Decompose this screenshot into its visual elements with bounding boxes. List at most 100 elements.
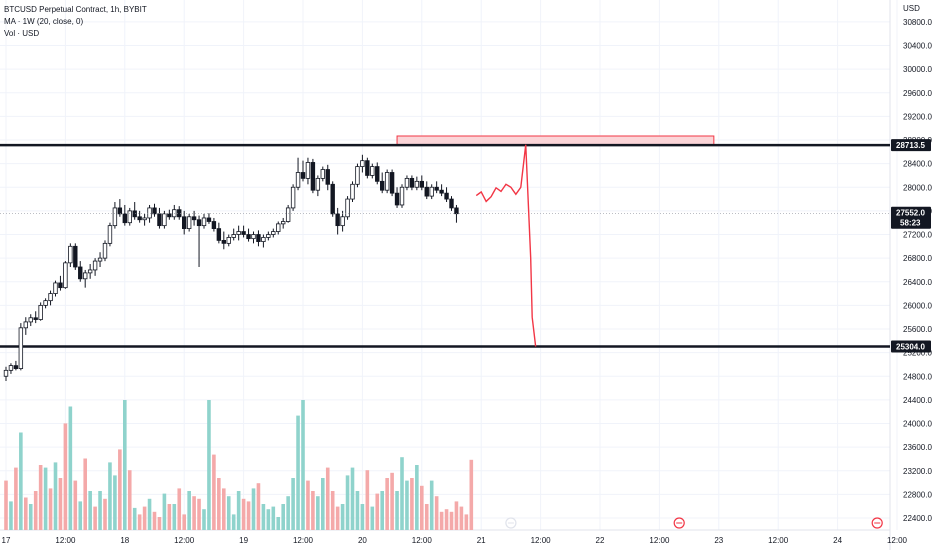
volume-bar bbox=[43, 467, 48, 530]
volume-bar bbox=[19, 432, 23, 530]
volume-bar bbox=[202, 509, 206, 530]
candle-body bbox=[375, 166, 380, 182]
candle-body bbox=[162, 213, 167, 227]
upper-level-tag-bg bbox=[891, 139, 931, 152]
price-tick-label: 25200.0 bbox=[903, 349, 932, 358]
candle-body bbox=[305, 162, 311, 179]
volume-bar bbox=[167, 504, 172, 530]
volume-bar bbox=[321, 478, 325, 530]
volume-bar bbox=[246, 501, 251, 530]
forecast-drawing[interactable] bbox=[475, 144, 537, 347]
volume-bar bbox=[207, 400, 211, 530]
candle-body bbox=[23, 321, 28, 329]
candle-body bbox=[97, 257, 103, 262]
currency-label: USD bbox=[903, 4, 920, 13]
volume-bar bbox=[98, 491, 102, 530]
candle-body bbox=[325, 169, 330, 185]
candle-body bbox=[28, 317, 33, 323]
volume-bar bbox=[360, 504, 365, 530]
volume-bar bbox=[350, 467, 355, 530]
resistance-zone[interactable] bbox=[396, 135, 715, 146]
volume-bar bbox=[330, 491, 335, 530]
volume-bar bbox=[380, 491, 384, 530]
candle-body bbox=[33, 317, 38, 320]
time-tick-label: 23 bbox=[714, 536, 723, 545]
volume-bar bbox=[222, 488, 226, 530]
candle-body bbox=[419, 180, 424, 188]
volume-bar bbox=[459, 506, 464, 530]
candle-body bbox=[370, 166, 375, 176]
time-tick-label: 12:00 bbox=[531, 536, 552, 545]
price-tick-label: 30000.0 bbox=[903, 65, 932, 74]
candle-body bbox=[172, 209, 177, 218]
candle-body bbox=[48, 293, 53, 302]
volume-bar bbox=[226, 496, 231, 530]
volume-bar bbox=[78, 501, 83, 530]
volume-bar bbox=[48, 488, 53, 530]
volume-bar bbox=[301, 400, 305, 530]
volume-bar bbox=[93, 506, 97, 530]
volume-bar bbox=[73, 480, 78, 530]
volume-bar bbox=[142, 506, 147, 530]
candle-body bbox=[251, 234, 256, 240]
candle-body bbox=[8, 365, 14, 371]
candle-body bbox=[137, 216, 142, 221]
price-tick-label: 24000.0 bbox=[903, 420, 932, 429]
volume-bar bbox=[63, 423, 68, 530]
time-tick-label: 12:00 bbox=[174, 536, 195, 545]
price-tick-label: 26000.0 bbox=[903, 301, 932, 310]
volume-bar bbox=[405, 480, 409, 530]
price-tick-label: 27200.0 bbox=[903, 231, 932, 240]
volume-bar bbox=[261, 504, 266, 530]
candle-body bbox=[13, 365, 19, 369]
volume-bar bbox=[291, 478, 295, 530]
volume-indicator-label[interactable]: Vol · USD bbox=[4, 29, 40, 38]
candle-body bbox=[152, 207, 157, 215]
candle-body bbox=[231, 234, 236, 238]
volume-bar bbox=[127, 470, 132, 530]
price-tick-label: 22800.0 bbox=[903, 490, 932, 499]
candle-body bbox=[63, 262, 68, 289]
volume-bar bbox=[454, 501, 459, 530]
candle-body bbox=[43, 300, 48, 306]
volume-bar bbox=[469, 459, 474, 530]
candle-body bbox=[83, 272, 88, 280]
candle-body bbox=[454, 207, 459, 215]
candle-body bbox=[181, 216, 187, 229]
volume-bar bbox=[162, 493, 167, 530]
candle-body bbox=[78, 266, 83, 280]
candle-body bbox=[350, 183, 355, 200]
symbol-title[interactable]: BTCUSD Perpetual Contract, 1h, BYBIT bbox=[4, 5, 147, 14]
volume-bar bbox=[38, 465, 43, 530]
time-tick-label: 12:00 bbox=[887, 536, 908, 545]
time-tick-label: 12:00 bbox=[649, 536, 670, 545]
volume-bar bbox=[108, 462, 112, 530]
candle-body bbox=[345, 198, 350, 218]
candle-body bbox=[266, 234, 271, 238]
candle-body bbox=[315, 177, 321, 191]
volume-bar bbox=[137, 514, 142, 530]
volume-bar bbox=[340, 504, 345, 530]
chart-legend: BTCUSD Perpetual Contract, 1h, BYBIT MA … bbox=[4, 4, 147, 40]
volume-bar bbox=[420, 485, 424, 530]
volume-bar bbox=[370, 506, 375, 530]
candle-body bbox=[384, 172, 390, 191]
candle-body bbox=[320, 169, 325, 179]
volume-bar bbox=[286, 496, 290, 530]
candle-body bbox=[201, 217, 207, 227]
volume-bar bbox=[9, 501, 13, 530]
price-tick-label: 23600.0 bbox=[903, 443, 932, 452]
candle-body bbox=[449, 198, 454, 209]
candle-body bbox=[360, 160, 365, 167]
candle-body bbox=[226, 237, 231, 244]
candle-body bbox=[290, 186, 296, 209]
candle-body bbox=[330, 183, 335, 215]
candle-body bbox=[280, 221, 286, 225]
candle-body bbox=[191, 216, 197, 221]
current-price-tag: 27552.0 bbox=[896, 209, 925, 218]
ma-indicator-label[interactable]: MA · 1W (20, close, 0) bbox=[4, 17, 84, 26]
price-tick-label: 22400.0 bbox=[903, 514, 932, 523]
candle-body bbox=[404, 177, 410, 188]
volume-bar bbox=[152, 511, 157, 530]
